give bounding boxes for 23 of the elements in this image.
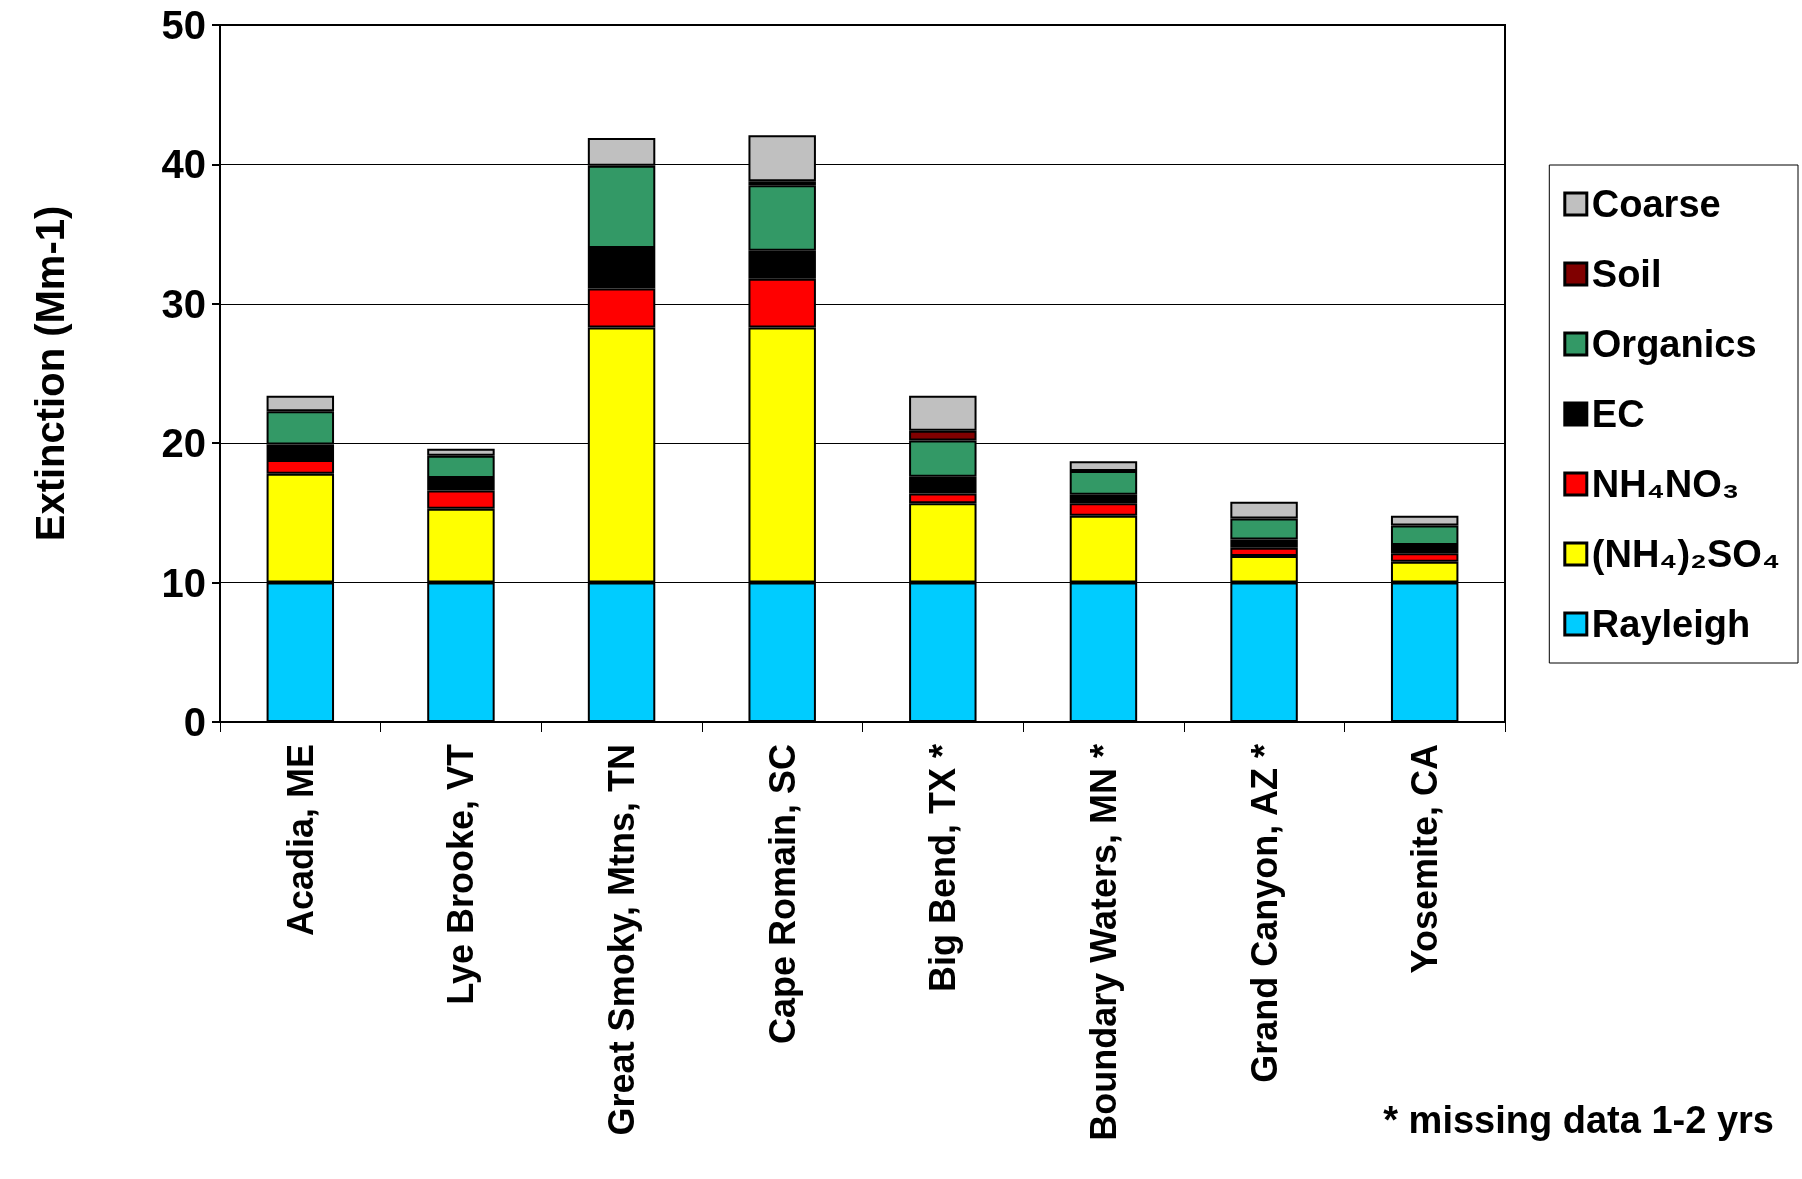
legend-label: Coarse bbox=[1591, 183, 1721, 225]
x-tick-label: Great Smoky, Mtns, TN bbox=[601, 744, 643, 1136]
y-tick-label: 0 bbox=[183, 700, 206, 744]
y-axis-title: Extinction (Mm-1) bbox=[28, 205, 72, 542]
legend-label: NH₄NO₃ bbox=[1591, 463, 1740, 505]
x-tick-label: Boundary Waters, MN * bbox=[1082, 744, 1124, 1141]
y-tick-label: 40 bbox=[161, 142, 206, 187]
x-tick-label: Big Bend, TX * bbox=[922, 744, 964, 993]
text: * missing data 1-2 yrs bbox=[1383, 1099, 1775, 1141]
x-tick-label: Acadia, ME bbox=[279, 744, 321, 937]
x-tick-label: Lye Brooke, VT bbox=[440, 744, 482, 1005]
legend-label: EC bbox=[1591, 393, 1645, 435]
y-tick-label: 20 bbox=[161, 421, 206, 466]
legend-label: (NH₄)₂SO₄ bbox=[1591, 533, 1780, 575]
y-tick-label: 50 bbox=[161, 3, 206, 47]
legend-label: Rayleigh bbox=[1591, 603, 1751, 645]
x-tick-label: Grand Canyon, AZ * bbox=[1243, 744, 1285, 1083]
legend-label: Organics bbox=[1591, 323, 1757, 365]
x-tick-label: Cape Romain, SC bbox=[761, 744, 803, 1045]
legend-label: Soil bbox=[1591, 253, 1662, 295]
y-tick-label: 30 bbox=[161, 281, 206, 326]
y-tick-label: 10 bbox=[161, 560, 206, 605]
x-tick-label: Yosemite, CA bbox=[1404, 744, 1446, 974]
